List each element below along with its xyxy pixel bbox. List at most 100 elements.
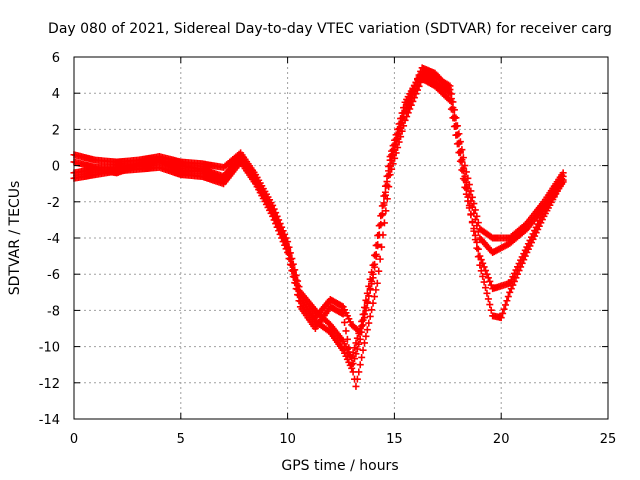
data-point — [506, 288, 514, 296]
data-point — [363, 326, 371, 334]
y-tick-label: -14 — [39, 413, 60, 428]
data-point — [459, 167, 467, 175]
data-point — [355, 368, 363, 376]
data-point — [415, 71, 423, 79]
data-point — [383, 178, 391, 186]
x-tick-label: 10 — [279, 432, 296, 447]
data-point — [389, 160, 397, 168]
data-point — [447, 105, 455, 113]
data-point — [295, 287, 303, 295]
data-point — [477, 267, 485, 275]
data-point — [391, 140, 399, 148]
data-point — [385, 183, 393, 191]
x-axis-label: GPS time / hours — [281, 458, 398, 474]
data-point — [275, 223, 283, 231]
data-point — [294, 281, 302, 289]
data-point — [371, 263, 379, 271]
data-point — [353, 375, 361, 383]
data-point — [358, 322, 366, 330]
data-point — [499, 309, 507, 317]
y-tick-label: -12 — [39, 377, 60, 392]
data-point — [388, 151, 396, 159]
data-point — [389, 146, 397, 154]
y-tick-label: 6 — [52, 51, 60, 66]
data-point — [517, 263, 525, 271]
data-point — [404, 96, 412, 104]
data-point — [447, 95, 455, 103]
data-point — [345, 344, 353, 352]
data-point — [374, 242, 382, 250]
data-point — [446, 86, 454, 94]
data-point — [507, 285, 515, 293]
data-point — [449, 104, 457, 112]
data-point — [482, 284, 490, 292]
data-point — [392, 135, 400, 143]
data-point — [360, 310, 368, 318]
data-point — [407, 101, 415, 109]
axis-ticks: 0 5 10 15 20 25 -14 -12 -10 -8 -6 -4 -2 0 2 4 6 — [39, 51, 617, 447]
data-point — [342, 327, 350, 335]
x-tick-label: 15 — [386, 432, 403, 447]
data-point — [407, 89, 415, 97]
data-point — [409, 97, 417, 105]
plot-area — [70, 64, 567, 390]
y-tick-label: -8 — [47, 304, 60, 319]
data-point — [406, 105, 414, 113]
data-point — [559, 176, 567, 184]
data-point — [462, 185, 470, 193]
data-point — [285, 250, 293, 258]
data-point — [403, 113, 411, 121]
data-point — [369, 274, 377, 282]
data-point — [362, 332, 370, 340]
data-point — [453, 131, 461, 139]
data-point — [292, 276, 300, 284]
data-point — [377, 220, 385, 228]
data-point — [366, 286, 374, 294]
data-point — [282, 241, 290, 249]
data-point — [403, 100, 411, 108]
data-point — [348, 361, 356, 369]
data-point — [355, 327, 363, 335]
data-point — [381, 188, 389, 196]
x-tick-label: 0 — [70, 432, 78, 447]
y-tick-label: -2 — [47, 196, 60, 211]
data-point — [474, 253, 482, 261]
data-point — [359, 316, 367, 324]
data-point — [281, 238, 289, 246]
data-point — [356, 328, 364, 336]
data-point — [288, 267, 296, 275]
data-point — [521, 252, 529, 260]
data-point — [383, 195, 391, 203]
data-point — [397, 119, 405, 127]
y-tick-label: 0 — [52, 160, 60, 175]
data-point — [484, 274, 492, 282]
data-point — [376, 255, 384, 263]
data-point — [375, 231, 383, 239]
data-point — [480, 263, 488, 271]
data-point — [504, 293, 512, 301]
data-point — [471, 236, 479, 244]
data-point — [465, 202, 473, 210]
series-track-3 — [70, 75, 567, 390]
data-point — [458, 158, 466, 166]
data-point — [358, 353, 366, 361]
data-point — [352, 382, 360, 390]
data-point — [474, 245, 482, 253]
data-point — [406, 93, 414, 101]
data-point — [351, 355, 359, 363]
data-point — [368, 280, 376, 288]
data-point — [483, 289, 491, 297]
data-point — [269, 209, 277, 217]
data-point — [479, 272, 487, 280]
data-point — [449, 114, 457, 122]
data-point — [394, 130, 402, 138]
data-point — [349, 359, 357, 367]
data-point — [510, 277, 518, 285]
data-point — [484, 295, 492, 303]
chart-title: Day 080 of 2021, Sidereal Day-to-day VTE… — [48, 21, 612, 37]
data-point — [487, 306, 495, 314]
data-point — [515, 267, 523, 275]
y-tick-label: -4 — [47, 232, 60, 247]
data-point — [386, 171, 394, 179]
data-point — [400, 109, 408, 117]
